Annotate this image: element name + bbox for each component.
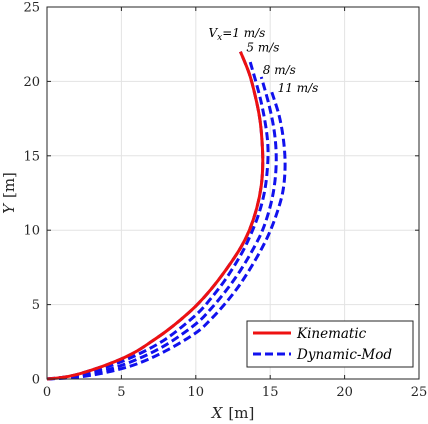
y-tick-label: 25 <box>23 1 40 16</box>
legend: Kinematic Dynamic-Mod <box>246 320 414 368</box>
x-tick-label: 15 <box>262 385 279 400</box>
y-axis-label: Y[m] <box>0 172 18 214</box>
series-line-v-x-8-m-s <box>46 76 278 381</box>
grid <box>46 6 420 380</box>
x-tick-label: 20 <box>336 385 353 400</box>
legend-label-kinematic: Kinematic <box>296 326 367 342</box>
x-tick-label: 25 <box>411 385 428 400</box>
series-line-kinematic <box>46 51 265 381</box>
speed-label: 11 m/s <box>278 81 319 95</box>
x-tick-label: 10 <box>188 385 205 400</box>
x-tick-label: 5 <box>117 385 125 400</box>
y-tick-label: 5 <box>32 298 40 313</box>
series-layer <box>46 51 287 381</box>
x-axis-label: X [m] <box>211 404 255 422</box>
speed-annotations: Vx=1 m/s5 m/s 8 m/s 11 m/s <box>208 26 318 95</box>
x-tick-label: 0 <box>43 385 51 400</box>
speed-label: 5 m/s <box>246 41 279 55</box>
y-tick-label: 0 <box>32 373 40 388</box>
speed-label: Vx=1 m/s <box>208 26 265 43</box>
y-tick-label: 20 <box>23 75 40 90</box>
plot-frame <box>46 6 420 380</box>
speed-label: 8 m/s <box>263 63 296 77</box>
y-tick-label: 15 <box>23 149 40 164</box>
legend-box <box>246 320 414 368</box>
legend-label-dynamic-mod: Dynamic-Mod <box>296 347 392 363</box>
axis-ticks: 0 5 10 15 20 25 0 5 10 15 20 25 <box>23 1 427 401</box>
y-tick-label: 10 <box>23 224 40 239</box>
plot-background <box>47 7 419 379</box>
